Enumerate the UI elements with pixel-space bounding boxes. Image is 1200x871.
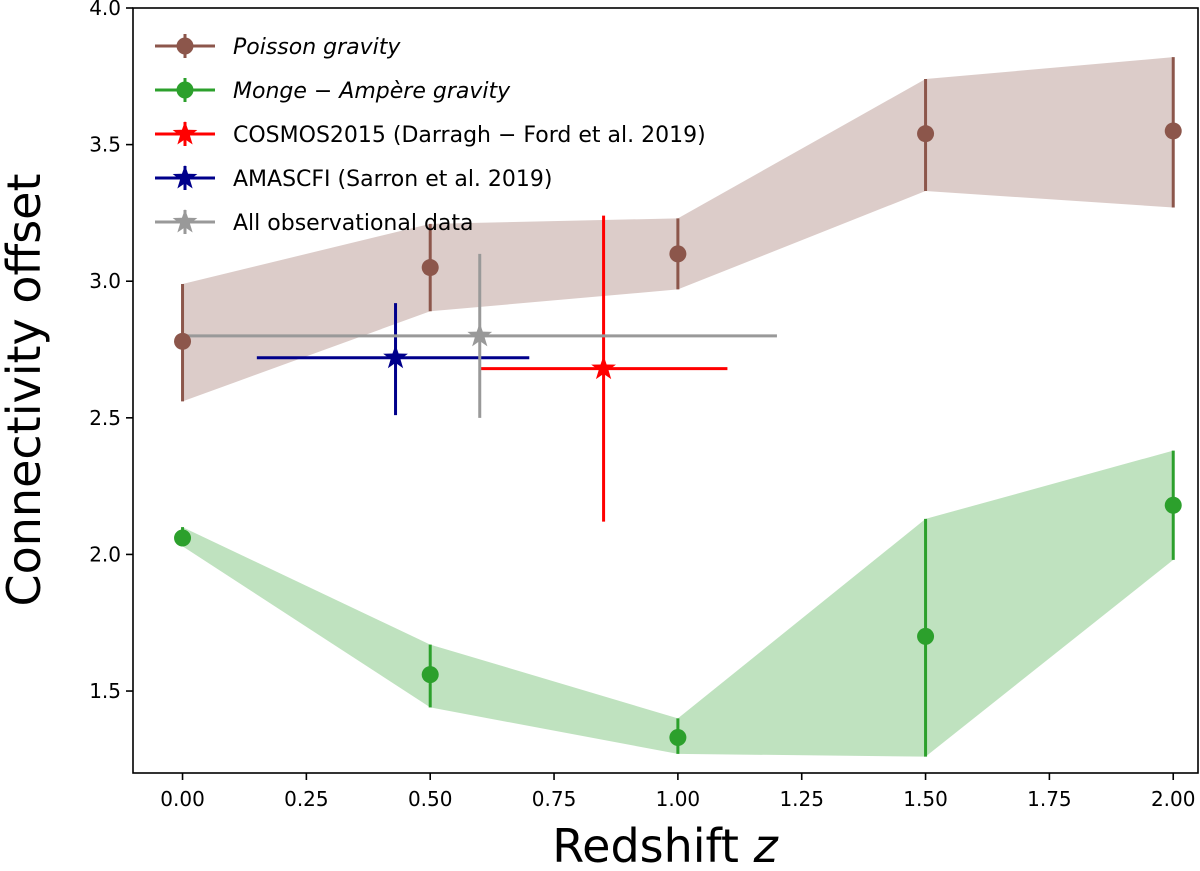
x-tick-label-7: 1.75 (1027, 787, 1072, 811)
y-tick-label-4: 3.5 (89, 133, 121, 157)
x-tick-label-1: 0.25 (284, 787, 329, 811)
y-tick-label-1: 2.0 (89, 542, 121, 566)
series-1-point-1 (421, 666, 439, 684)
series-1-point-3 (917, 627, 935, 645)
x-tick-label-3: 0.75 (532, 787, 577, 811)
legend-marker-0 (176, 37, 194, 55)
x-axis-label: Redshift z (552, 819, 778, 871)
y-tick-label-2: 2.5 (89, 406, 121, 430)
x-tick-label-2: 0.50 (408, 787, 453, 811)
legend-label-2: COSMOS2015 (Darragh − Ford et al. 2019) (233, 123, 706, 148)
legend-label-0: Poisson gravity (233, 35, 401, 60)
series-1-point-2 (669, 728, 687, 746)
legend-marker-1 (176, 81, 194, 99)
x-tick-label-0: 0.00 (160, 787, 205, 811)
legend-label-3: AMASCFI (Sarron et al. 2019) (233, 167, 553, 192)
x-tick-label-8: 2.00 (1151, 787, 1196, 811)
legend-label-1: Monge − Ampère gravity (233, 79, 511, 104)
x-tick-label-6: 1.50 (903, 787, 948, 811)
plot-frame (132, 7, 1199, 774)
x-tick-label-4: 1.00 (656, 787, 701, 811)
series-0-point-2 (669, 245, 687, 263)
series-0-point-3 (917, 125, 935, 143)
series-2-point-0 (591, 355, 616, 380)
series-1-point-0 (174, 529, 192, 547)
legend-label-4: All observational data (233, 211, 474, 236)
series-1-point-4 (1164, 496, 1182, 514)
x-tick-label-5: 1.25 (779, 787, 824, 811)
series-0-point-1 (421, 259, 439, 277)
legend-marker-4 (172, 209, 198, 233)
series-3-point-0 (383, 344, 408, 369)
series-4-point-0 (467, 322, 493, 347)
y-axis-label: Connectivity offset (0, 173, 51, 606)
series-0-point-0 (174, 332, 192, 350)
y-tick-label-3: 3.0 (89, 269, 121, 293)
legend: Poisson gravity Monge − Ampère gravity COS… (155, 34, 706, 236)
series-0-point-4 (1164, 122, 1182, 140)
legend-marker-2 (172, 121, 198, 145)
series-1-band (182, 450, 1174, 757)
legend-marker-3 (172, 165, 198, 189)
y-tick-label-5: 4.0 (89, 0, 121, 20)
y-tick-label-0: 1.5 (89, 679, 121, 703)
